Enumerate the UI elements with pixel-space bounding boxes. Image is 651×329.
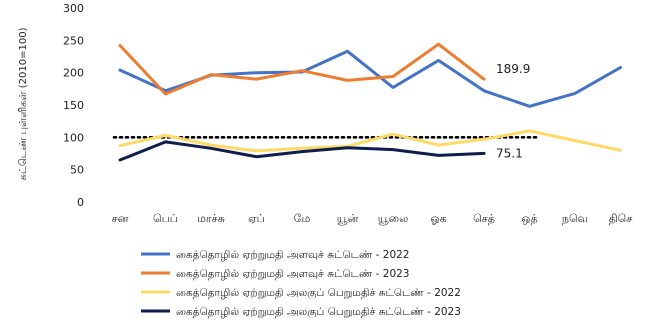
- y-tick-label: 200: [63, 67, 84, 80]
- y-tick-label: 150: [63, 99, 84, 112]
- x-tick-label: மே: [294, 212, 311, 225]
- legend-entry: கைத்தொழில் ஏற்றுமதி அலகுப் பெறுமதிச் சுட…: [176, 306, 461, 320]
- x-tick-label: ஓக: [430, 212, 446, 225]
- y-ticks: 0 50 100 150 200 250 300: [63, 2, 84, 209]
- y-tick-label: 50: [70, 164, 84, 177]
- legend-entry: கைத்தொழில் ஏற்றுமதி அளவுச் சுட்டெண் - 20…: [176, 268, 410, 280]
- y-axis-title-group: சுட்டெண் புள்ளிகள் (2010=100): [18, 27, 29, 180]
- series-line-2: [118, 42, 486, 96]
- y-tick-label: 100: [63, 131, 84, 144]
- x-tick-label: ஏப்: [248, 212, 265, 225]
- y-tick-label: 250: [63, 34, 84, 47]
- x-ticks: சன பெப் மாச்சு ஏப் மே யூன் யூலை ஓக செத் ஒத் நவெ திச…: [112, 212, 633, 225]
- x-tick-label: செத்: [473, 212, 495, 225]
- x-tick-label: ஒத்: [521, 212, 537, 225]
- x-tick-label: மாச்சு: [197, 212, 225, 225]
- series-lines: [118, 42, 622, 162]
- y-tick-label: 300: [63, 2, 84, 15]
- x-tick-label: யூலை: [378, 212, 408, 225]
- y-tick-label: 0: [77, 196, 84, 209]
- series-line-3: [118, 129, 622, 153]
- y-axis-title: சுட்டெண் புள்ளிகள் (2010=100): [18, 27, 29, 180]
- legend-entry: கைத்தொழில் ஏற்றுமதி அலகுப் பெறுமதிச் சுட…: [176, 287, 461, 301]
- data-label: 75.1: [496, 146, 523, 160]
- x-tick-label: திசெ: [609, 212, 633, 225]
- legend-entry: கைத்தொழில் ஏற்றுமதி அளவுச் சுட்டெண் - 20…: [176, 249, 410, 261]
- x-tick-label: நவெ: [562, 212, 588, 225]
- data-labels: 189.9 75.1: [496, 62, 530, 160]
- series-line-4: [118, 140, 486, 162]
- data-label: 189.9: [496, 62, 530, 76]
- legend: கைத்தொழில் ஏற்றுமதி அளவுச் சுட்டெண் - 20…: [141, 249, 461, 320]
- x-tick-label: சன: [112, 212, 129, 225]
- x-tick-label: யூன்: [337, 212, 359, 225]
- x-tick-label: பெப்: [153, 212, 178, 225]
